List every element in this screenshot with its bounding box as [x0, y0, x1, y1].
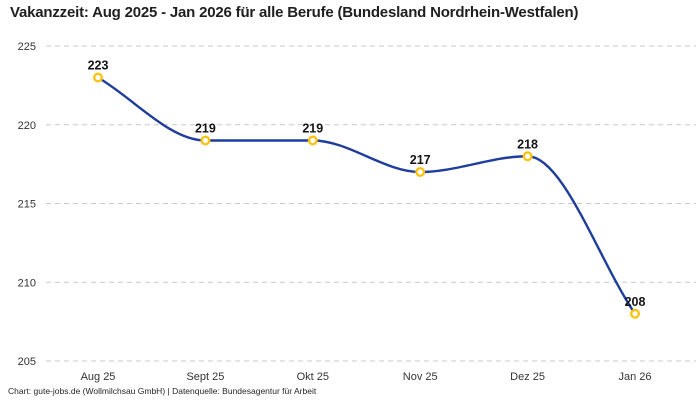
x-axis-tick-label: Okt 25	[297, 371, 329, 383]
data-point-label: 219	[302, 122, 323, 136]
y-axis-tick-label: 225	[18, 41, 36, 53]
x-axis-tick-label: Dez 25	[510, 371, 545, 383]
y-axis-tick-label: 215	[18, 199, 36, 211]
x-axis-tick-label: Aug 25	[81, 371, 116, 383]
y-axis-tick-label: 205	[18, 356, 36, 368]
data-point-marker[interactable]	[307, 135, 318, 146]
x-axis-tick-label: Nov 25	[403, 371, 438, 383]
x-axis-tick-label: Jan 26	[618, 371, 651, 383]
chart-title: Vakanzzeit: Aug 2025 - Jan 2026 für alle…	[10, 4, 579, 21]
data-point-marker[interactable]	[415, 166, 426, 177]
series-line	[96, 76, 637, 315]
data-point-label: 223	[88, 59, 109, 73]
data-point-label: 217	[410, 153, 431, 167]
data-point-marker[interactable]	[522, 151, 533, 162]
y-axis-tick-label: 210	[18, 277, 36, 289]
x-axis-tick-label: Sept 25	[186, 371, 224, 383]
data-point-label: 208	[625, 295, 646, 309]
data-point-label: 218	[517, 137, 538, 151]
data-point-marker[interactable]	[630, 308, 641, 319]
data-point-marker[interactable]	[200, 135, 211, 146]
data-point-label: 219	[195, 122, 216, 136]
y-axis-tick-label: 220	[18, 120, 36, 132]
chart-source-footer: Chart: gute-jobs.de (Wollmilchsau GmbH) …	[8, 386, 317, 396]
data-point-marker[interactable]	[92, 72, 103, 83]
